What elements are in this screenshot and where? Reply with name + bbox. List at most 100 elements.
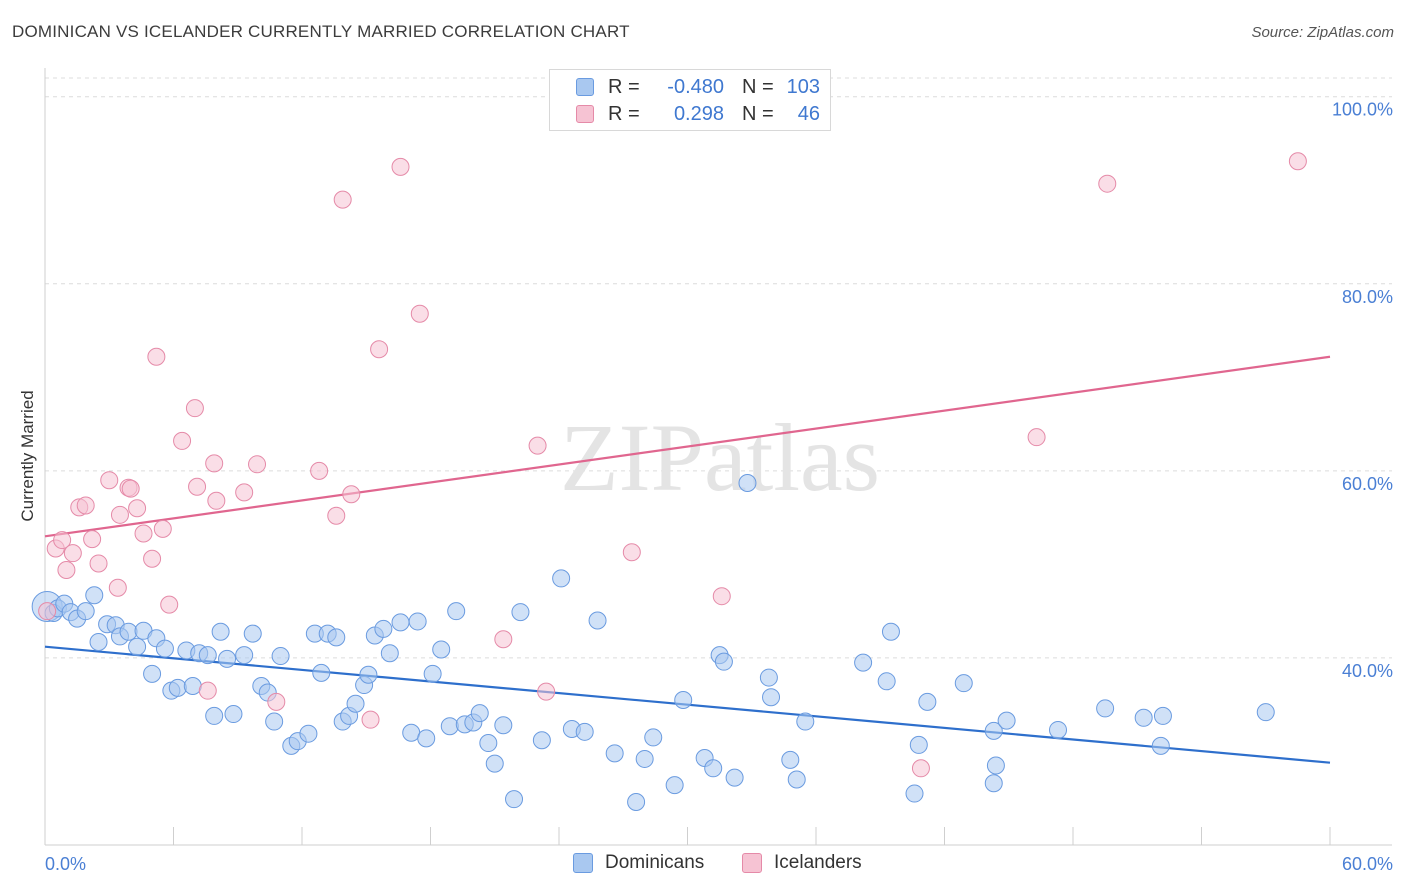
data-point-dominicans [986,756,1005,775]
data-point-dominicans [1134,708,1153,727]
data-point-dominicans [1153,706,1172,725]
x-tick-label: 60.0% [1342,854,1393,874]
legend-n-value: 103 [786,75,820,98]
data-point-dominicans [881,622,900,641]
data-point-icelanders [38,602,57,621]
data-point-dominicans [265,712,284,731]
data-point-icelanders [63,544,82,563]
data-point-dominicans [235,646,254,665]
data-point-icelanders [207,491,226,510]
data-point-dominicans [402,723,421,742]
data-point-dominicans [155,639,174,658]
data-point-dominicans [183,676,202,695]
data-point-dominicans [1256,703,1275,722]
axes [44,68,1392,846]
data-point-dominicans [243,624,262,643]
data-point-dominicans [1151,736,1170,755]
data-point-dominicans [644,728,663,747]
data-point-dominicans [432,640,451,659]
legend-n-label: N = [742,102,774,125]
data-point-icelanders [134,524,153,543]
data-point-icelanders [83,530,102,549]
y-axis-label: Currently Married [18,390,37,521]
x-tick-label: 0.0% [45,854,86,874]
data-point-dominicans [374,619,393,638]
data-point-dominicans [76,602,95,621]
data-point-icelanders [147,347,166,366]
data-point-dominicans [417,729,436,748]
data-point-icelanders [185,399,204,418]
bottom-legend-icelanders: Icelanders [742,852,862,874]
data-points [31,152,1307,811]
data-point-icelanders [622,543,641,562]
data-point-dominicans [218,649,237,668]
data-point-dominicans [447,602,466,621]
data-point-icelanders [410,304,429,323]
data-point-icelanders [100,471,119,490]
bottom-legend-dominicans: Dominicans [573,852,704,874]
stats-legend: R = -0.480 N = 103 R = 0.298 N = 46 [549,69,831,131]
data-point-dominicans [470,704,489,723]
data-point-dominicans [877,672,896,691]
data-point-dominicans [532,731,551,750]
data-point-dominicans [494,716,513,735]
data-point-icelanders [528,436,547,455]
data-point-dominicans [905,784,924,803]
data-point-dominicans [479,734,498,753]
data-point-icelanders [310,461,329,480]
data-point-dominicans [485,754,504,773]
bottom-legend-swatch-icelanders [742,853,762,873]
legend-n-value: 46 [797,102,820,125]
data-point-dominicans [440,717,459,736]
legend-r-value: 0.298 [673,102,724,125]
data-point-dominicans [605,744,624,763]
data-point-dominicans [346,694,365,713]
data-point-icelanders [911,759,930,778]
data-point-dominicans [635,749,654,768]
data-point-icelanders [1098,174,1117,193]
data-point-dominicans [511,603,530,622]
data-point-dominicans [119,622,138,641]
data-point-dominicans [984,721,1003,740]
data-point-dominicans [271,647,290,666]
data-point-dominicans [327,628,346,647]
data-point-icelanders [370,340,389,359]
data-point-dominicans [168,678,187,697]
legend-r-value: -0.480 [667,75,724,98]
data-point-dominicans [143,664,162,683]
data-point-icelanders [198,681,217,700]
data-point-dominicans [198,646,217,665]
data-point-icelanders [248,455,267,474]
data-point-dominicans [714,652,733,671]
bottom-legend-swatch-dominicans [573,853,593,873]
data-point-icelanders [342,485,361,504]
data-point-icelanders [391,157,410,176]
data-point-dominicans [984,774,1003,793]
data-point-icelanders [173,431,192,450]
data-point-dominicans [299,724,318,743]
data-point-dominicans [588,611,607,630]
data-point-dominicans [796,712,815,731]
legend-swatch-dominicans [576,78,594,96]
legend-row-icelanders: R = 0.298 N = 46 [576,102,820,126]
y-tick-label: 80.0% [1342,287,1393,307]
data-point-icelanders [205,454,224,473]
data-point-dominicans [575,722,594,741]
data-point-dominicans [674,691,693,710]
data-point-dominicans [359,665,378,684]
data-point-dominicans [85,586,104,605]
y-tick-label: 60.0% [1342,474,1393,494]
data-point-icelanders [188,477,207,496]
data-point-dominicans [762,688,781,707]
data-point-dominicans [854,653,873,672]
data-point-icelanders [128,499,147,518]
data-point-dominicans [1049,720,1068,739]
data-point-dominicans [627,792,646,811]
data-point-icelanders [76,496,95,515]
data-point-dominicans [89,633,108,652]
legend-swatch-icelanders [576,105,594,123]
data-point-dominicans [552,569,571,588]
data-point-dominicans [128,637,147,656]
legend-row-dominicans: R = -0.480 N = 103 [576,75,820,99]
data-point-dominicans [725,768,744,787]
